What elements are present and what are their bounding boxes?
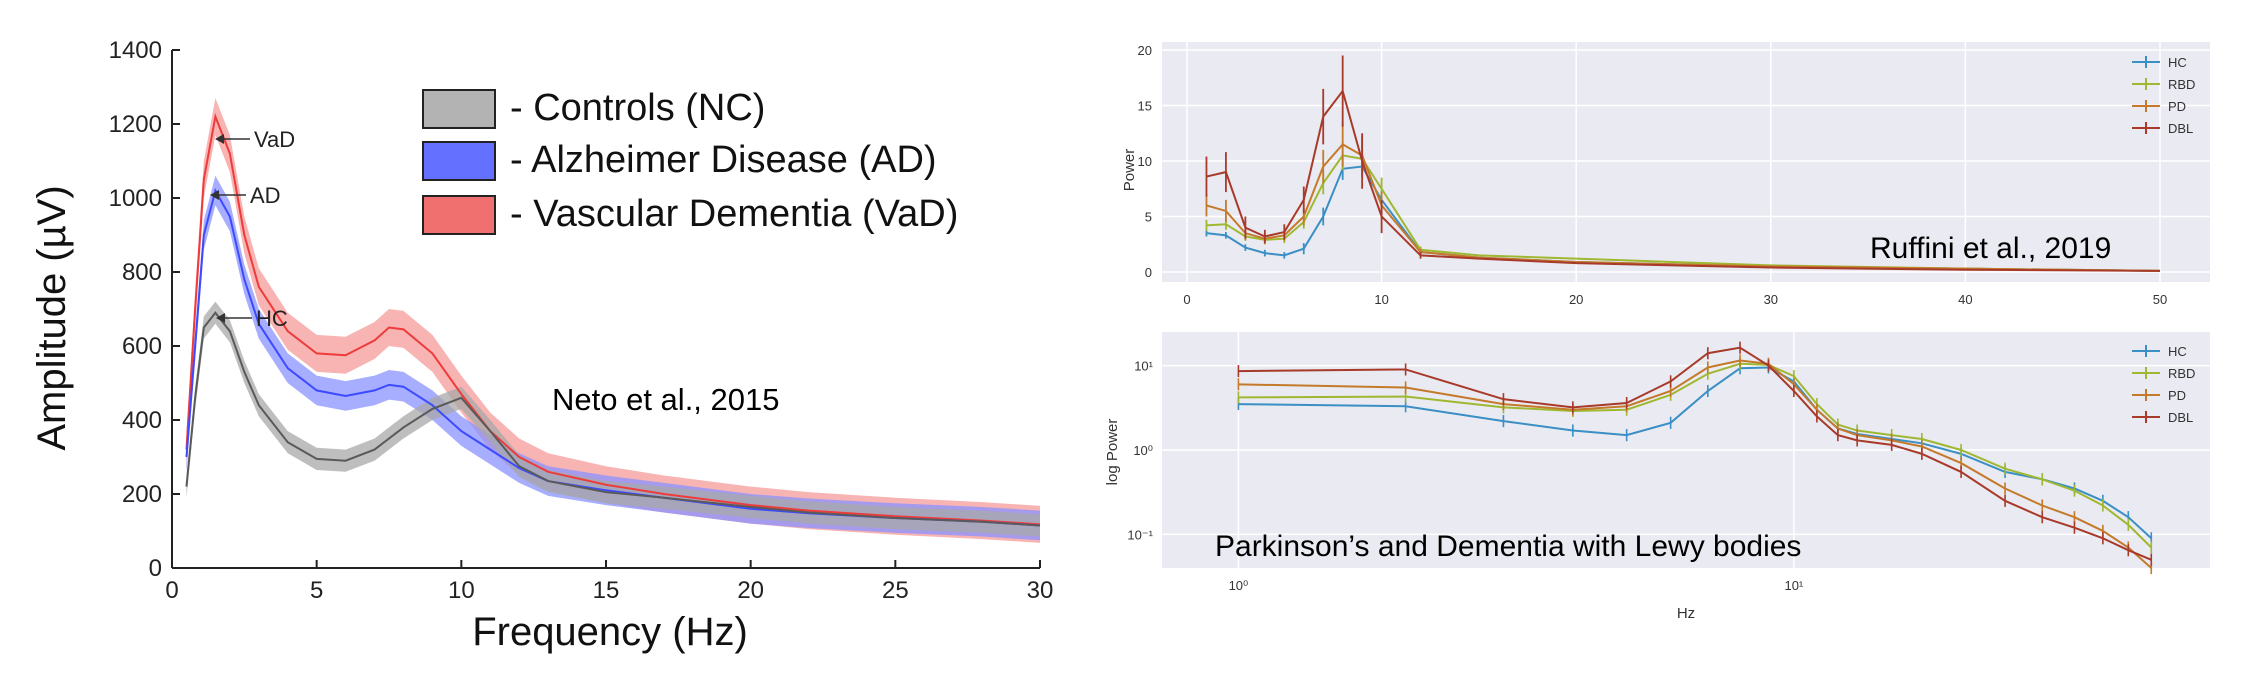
- series-line-rbd: [1206, 154, 2161, 272]
- x-tick-label: 20: [1569, 292, 1583, 307]
- x-tick-label: 15: [593, 577, 620, 604]
- legend-label-dbl: DBL: [2168, 410, 2193, 425]
- y-tick-label: 1400: [109, 37, 162, 64]
- x-tick-label: 30: [1764, 292, 1778, 307]
- left-legend: - Controls (NC) - Alzheimer Disease (AD)…: [422, 87, 958, 235]
- left-chart: 0 5 10 15 20 25 30 0 200 400 600 800 1000 1200 1400 Fr…: [30, 37, 1053, 654]
- curve-label-hc-text: HC: [256, 306, 288, 331]
- legend-label-hc: HC: [2168, 55, 2187, 70]
- bottom-right-ylabel: log Power: [1104, 419, 1121, 486]
- left-bands: [186, 98, 1040, 543]
- legend-swatch-vad: [422, 195, 496, 235]
- series-line-rbd: [1238, 362, 2152, 549]
- y-tick-label: 0: [149, 555, 162, 582]
- y-tick-label: 10⁰: [1133, 443, 1153, 458]
- series-line-1: [185, 187, 1041, 527]
- legend-label-hc: HC: [2168, 344, 2187, 359]
- x-tick-label: 5: [310, 577, 323, 604]
- y-tick-label: 5: [1145, 210, 1152, 225]
- y-tick-label: 0: [1145, 265, 1152, 280]
- bottom-right-chart: 10⁰ 10¹ 10⁻¹ 10⁰ 10¹ Hz log Power HC RBD PD DBL…: [1104, 332, 2210, 622]
- curve-label-vad-text: VaD: [254, 127, 295, 152]
- y-tick-label: 20: [1138, 43, 1152, 58]
- series-line-pd: [1238, 359, 2152, 569]
- y-tick-label: 600: [122, 333, 162, 360]
- legend-label-rbd: RBD: [2168, 77, 2195, 92]
- legend-label-vad: - Vascular Dementia (VaD): [510, 193, 958, 235]
- left-ticks: 0 5 10 15 20 25 30 0 200 400 600 800 1000 1200 1400: [109, 37, 1054, 604]
- y-tick-label: 1000: [109, 185, 162, 212]
- y-tick-label: 10¹: [1134, 359, 1153, 374]
- x-tick-label: 10: [1374, 292, 1388, 307]
- series-line-pd: [1206, 143, 2161, 272]
- legend-label-controls: - Controls (NC): [510, 87, 765, 129]
- y-tick-label: 10⁻¹: [1127, 527, 1153, 542]
- top-right-ylabel: Power: [1121, 149, 1138, 192]
- bottom-right-lines: [1237, 341, 2153, 575]
- left-ylabel: Amplitude (µV): [30, 185, 74, 450]
- y-tick-label: 1200: [109, 111, 162, 138]
- curve-label-ad: AD: [210, 183, 281, 208]
- x-tick-label: 10: [448, 577, 475, 604]
- legend-label-dbl: DBL: [2168, 121, 2193, 136]
- y-tick-label: 800: [122, 259, 162, 286]
- x-tick-label: 30: [1027, 577, 1054, 604]
- series-line-2: [185, 112, 1041, 526]
- bottom-right-xlabel: Hz: [1677, 605, 1695, 622]
- legend-label-pd: PD: [2168, 99, 2186, 114]
- legend-swatch-ad: [422, 141, 496, 181]
- top-right-lines: [1205, 55, 2161, 272]
- y-tick-label: 15: [1138, 99, 1152, 114]
- x-tick-label: 50: [2153, 292, 2167, 307]
- x-tick-label: 0: [165, 577, 178, 604]
- annotation-neto: Neto et al., 2015: [552, 382, 780, 417]
- legend-label-rbd: RBD: [2168, 366, 2195, 381]
- annotation-ruffini: Ruffini et al., 2019: [1870, 232, 2111, 265]
- legend-swatch-controls: [422, 89, 496, 129]
- annotation-parkinson: Parkinson’s and Dementia with Lewy bodie…: [1215, 530, 1801, 563]
- series-line-0: [185, 311, 1041, 527]
- x-tick-label: 0: [1183, 292, 1190, 307]
- top-right-ticks: 0 10 20 30 40 50 0 5 10 15 20: [1138, 43, 2168, 307]
- series-line-dbl: [1238, 346, 2152, 561]
- x-tick-label: 40: [1958, 292, 1972, 307]
- y-tick-label: 200: [122, 481, 162, 508]
- top-right-chart: 0 10 20 30 40 50 0 5 10 15 20 Power HC RBD PD DBL Ruf…: [1121, 42, 2210, 307]
- legend-label-ad: - Alzheimer Disease (AD): [510, 139, 937, 181]
- x-tick-label: 10⁰: [1229, 578, 1249, 593]
- legend-label-pd: PD: [2168, 388, 2186, 403]
- x-tick-label: 10¹: [1784, 578, 1803, 593]
- left-lines: [185, 112, 1041, 527]
- top-right-legend: HC RBD PD DBL: [2132, 55, 2195, 136]
- left-xlabel: Frequency (Hz): [472, 610, 748, 654]
- y-tick-label: 10: [1138, 154, 1152, 169]
- series-line-dbl: [1206, 88, 2161, 272]
- x-tick-label: 20: [737, 577, 764, 604]
- bottom-right-ticks: 10⁰ 10¹ 10⁻¹ 10⁰ 10¹: [1127, 359, 1804, 593]
- bottom-right-legend: HC RBD PD DBL: [2132, 344, 2195, 425]
- curve-label-ad-text: AD: [250, 183, 281, 208]
- band-0: [186, 301, 1040, 537]
- curve-label-hc: HC: [216, 306, 288, 331]
- top-right-plot-area: [1162, 42, 2210, 282]
- top-right-grid: [1162, 42, 2210, 282]
- curve-label-vad: VaD: [215, 127, 295, 152]
- y-tick-label: 400: [122, 407, 162, 434]
- x-tick-label: 25: [882, 577, 909, 604]
